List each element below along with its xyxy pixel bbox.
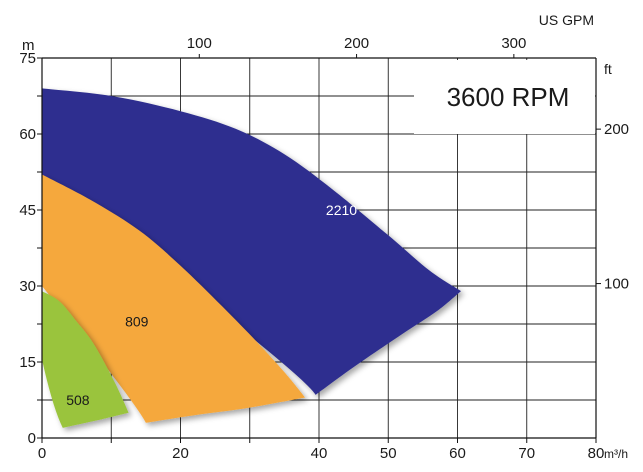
series-area-508 — [42, 291, 129, 428]
x-tick-label: 0 — [38, 445, 46, 462]
y-tick-label: 75 — [19, 50, 36, 67]
rpm-box: 3600 RPM — [414, 60, 595, 134]
y-tick-label: 0 — [28, 430, 36, 447]
y-axis-unit: m — [22, 37, 35, 54]
x2-tick-label: 300 — [501, 35, 526, 52]
x-tick-label: 60 — [449, 445, 466, 462]
y2-tick-label: 100 — [604, 276, 629, 293]
x-tick-label: 50 — [380, 445, 397, 462]
x-axis-unit: m³/h — [604, 447, 628, 461]
y2-tick-label: 200 — [604, 121, 629, 138]
y-tick-label: 15 — [19, 354, 36, 371]
series-label-809: 809 — [125, 314, 149, 330]
series-label-2210: 2210 — [326, 202, 357, 218]
series-areas: 2210 809 508 — [42, 88, 461, 428]
series-area-809 — [42, 174, 306, 423]
y2-axis-unit: ft — [604, 61, 612, 77]
x2-tick-label: 100 — [187, 35, 212, 52]
x2-tick-label: 200 — [344, 35, 369, 52]
rpm-label: 3600 RPM — [447, 82, 570, 112]
x-tick-label: 70 — [518, 445, 535, 462]
axes: m US GPM ft m³/h 0 20 40 50 60 70 80 0 15 30 45 60 7… — [19, 12, 629, 462]
rpm-box-frame — [414, 60, 595, 134]
y-tick-label: 45 — [19, 202, 36, 219]
y-tick-label: 60 — [19, 126, 36, 143]
series-area-2210 — [42, 88, 461, 395]
x2-axis-unit: US GPM — [539, 12, 594, 28]
y-tick-label: 30 — [19, 278, 36, 295]
x-tick-label: 20 — [172, 445, 189, 462]
x-tick-label: 40 — [311, 445, 328, 462]
series-label-508: 508 — [66, 392, 90, 408]
x-tick-label: 80 — [588, 445, 605, 462]
